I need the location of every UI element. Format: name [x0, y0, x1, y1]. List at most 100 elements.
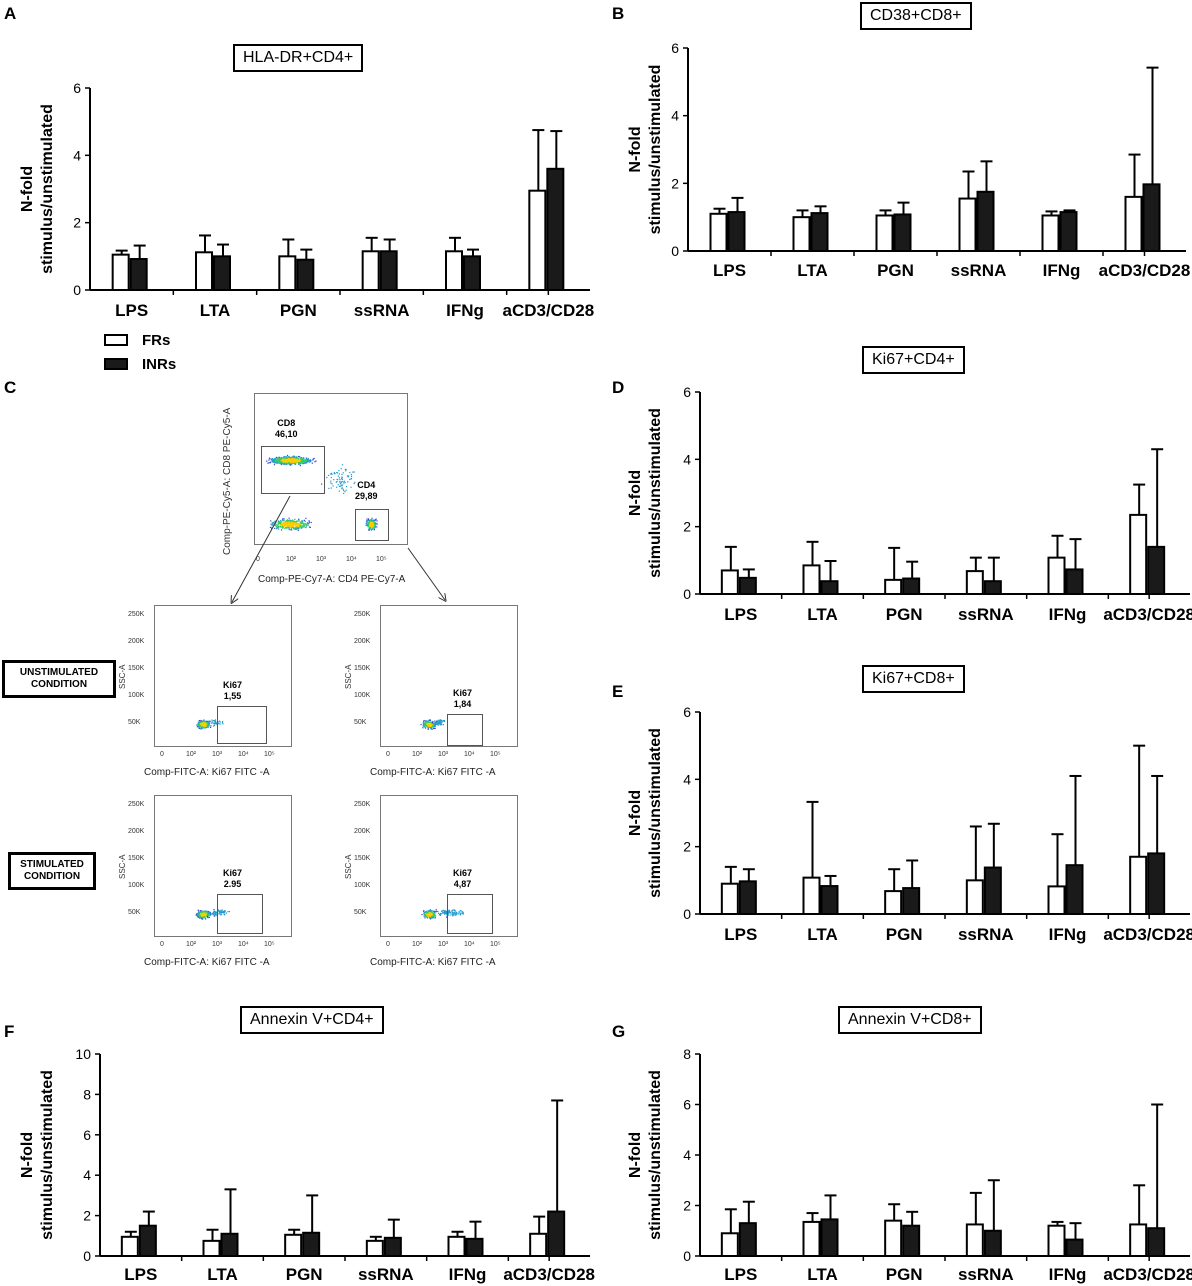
- event-dot: [331, 472, 333, 474]
- event-dot: [447, 910, 449, 912]
- event-dot: [439, 722, 441, 724]
- event-dot: [295, 522, 297, 525]
- event-dot: [425, 721, 428, 723]
- event-dot: [332, 485, 334, 487]
- flow-xtick: 10³: [438, 751, 449, 758]
- event-dot: [300, 458, 303, 461]
- event-dot: [444, 910, 447, 912]
- event-dot: [423, 724, 425, 726]
- gate-cd8: [261, 446, 325, 494]
- event-dot: [207, 911, 210, 913]
- x-tick-label: IFNg: [446, 301, 484, 320]
- flow-ytick: 50K: [354, 909, 367, 916]
- event-dot: [451, 913, 453, 915]
- event-dot: [451, 911, 453, 913]
- event-dot: [423, 916, 425, 918]
- bar-frs-lta: [802, 564, 821, 595]
- y-axis-label-line2: stimulus/unstimulated: [39, 1070, 56, 1240]
- event-dot: [434, 722, 437, 724]
- event-dot: [376, 520, 378, 522]
- event-dot: [291, 460, 294, 462]
- event-dot: [294, 526, 296, 529]
- event-dot: [301, 462, 303, 464]
- flow-ytick: 150K: [128, 855, 145, 862]
- event-dot: [291, 520, 293, 522]
- event-dot: [431, 721, 433, 723]
- x-tick-label: LTA: [807, 1265, 838, 1284]
- event-dot: [449, 910, 451, 913]
- y-axis-label-line2: stimulus/unstimulated: [647, 728, 664, 898]
- event-dot: [289, 456, 291, 458]
- event-dot: [301, 520, 303, 522]
- event-dot: [326, 476, 328, 479]
- event-dot: [307, 458, 310, 460]
- y-tick-label: 6: [683, 1097, 691, 1113]
- y-axis-label-line1: N-fold: [19, 166, 36, 212]
- x-tick-label: PGN: [877, 261, 914, 280]
- event-dot: [310, 521, 312, 524]
- event-dot: [451, 910, 453, 912]
- gate-ki67-value: 2.95: [223, 879, 242, 889]
- event-dot: [444, 912, 447, 914]
- event-dot: [295, 521, 297, 523]
- event-dot: [432, 724, 434, 727]
- event-dot: [302, 524, 304, 527]
- event-dot: [294, 522, 296, 524]
- event-dot: [425, 911, 427, 913]
- bar-inrs-ssrna: [383, 1236, 402, 1258]
- event-dot: [297, 520, 299, 522]
- event-dot: [215, 914, 218, 916]
- event-dot: [294, 459, 296, 461]
- event-dot: [291, 521, 293, 524]
- event-dot: [341, 487, 343, 489]
- event-dot: [369, 523, 371, 525]
- ki67-plot-4: Ki67 4,87: [380, 795, 518, 937]
- event-dot: [200, 719, 202, 722]
- event-dot: [458, 911, 460, 914]
- event-dot: [448, 914, 450, 916]
- event-dot: [270, 520, 272, 522]
- event-dot: [216, 723, 218, 725]
- event-dot: [220, 913, 223, 915]
- bar-inrs-pgn: [296, 258, 315, 291]
- event-dot: [442, 724, 445, 726]
- event-dot: [214, 913, 216, 915]
- event-dot: [198, 720, 200, 722]
- event-dot: [218, 910, 220, 912]
- y-tick-label: 6: [671, 40, 679, 56]
- bar-inrs-acd3-cd28: [1147, 1227, 1166, 1258]
- x-tick-label: ssRNA: [951, 261, 1007, 280]
- gate-ki67-label: Ki67 1,55: [223, 680, 242, 702]
- event-dot: [434, 723, 436, 725]
- event-dot: [338, 485, 341, 487]
- bar-frs-ssrna: [965, 1223, 984, 1257]
- event-dot: [282, 462, 284, 464]
- event-dot: [423, 913, 426, 915]
- event-dot: [302, 460, 304, 462]
- event-dot: [337, 479, 339, 481]
- event-dot: [449, 912, 451, 914]
- chart-d: 0 2 4 6 N-fold stimulus/unstimulated LPS LTA PGN…: [627, 384, 1192, 624]
- x-tick-label: IFNg: [1049, 925, 1087, 944]
- event-dot: [374, 519, 376, 521]
- event-dot: [301, 457, 303, 459]
- event-dot: [302, 520, 304, 522]
- event-dot: [293, 458, 296, 460]
- y-axis-label-line1: N-fold: [627, 470, 644, 516]
- event-dot: [292, 525, 294, 527]
- bar-inrs-acd3-cd28: [547, 1210, 566, 1257]
- event-dot: [304, 524, 306, 526]
- event-dot: [214, 721, 216, 723]
- event-dot: [205, 722, 207, 725]
- y-tick-label: 10: [75, 1046, 91, 1062]
- event-dot: [284, 527, 287, 529]
- bar-frs-lta: [195, 251, 213, 291]
- event-dot: [296, 458, 298, 460]
- event-dot: [423, 724, 426, 727]
- bar-frs-pgn: [875, 214, 894, 253]
- event-dot: [219, 721, 221, 723]
- event-dot: [292, 462, 294, 464]
- event-dot: [210, 914, 212, 916]
- event-dot: [437, 912, 440, 915]
- event-dot: [300, 527, 302, 529]
